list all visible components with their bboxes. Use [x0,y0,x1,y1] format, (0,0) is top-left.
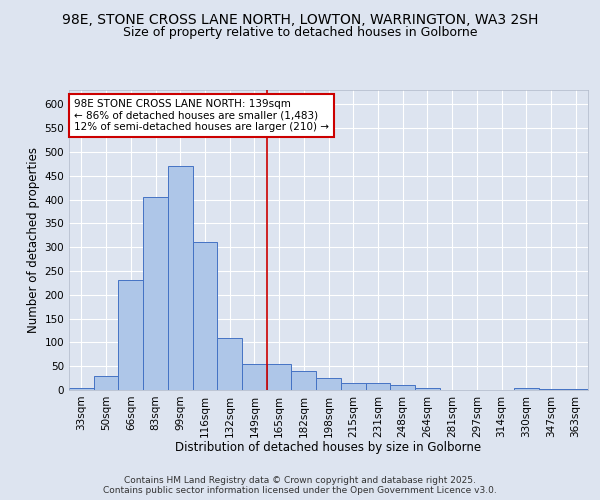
Bar [118,280,143,390]
Bar [539,389,563,390]
Y-axis label: Number of detached properties: Number of detached properties [27,147,40,333]
Bar [390,385,415,390]
Text: Contains HM Land Registry data © Crown copyright and database right 2025.
Contai: Contains HM Land Registry data © Crown c… [103,476,497,495]
Bar [365,383,390,390]
Bar [563,388,588,390]
Bar [143,197,168,390]
Bar [193,242,217,390]
Bar [217,338,242,390]
Bar [69,388,94,390]
Bar [168,166,193,390]
Bar [514,388,539,390]
Bar [341,383,365,390]
X-axis label: Distribution of detached houses by size in Golborne: Distribution of detached houses by size … [175,441,482,454]
Bar [415,388,440,390]
Bar [242,364,267,390]
Bar [292,371,316,390]
Bar [267,364,292,390]
Text: 98E STONE CROSS LANE NORTH: 139sqm
← 86% of detached houses are smaller (1,483)
: 98E STONE CROSS LANE NORTH: 139sqm ← 86%… [74,99,329,132]
Bar [94,376,118,390]
Text: Size of property relative to detached houses in Golborne: Size of property relative to detached ho… [123,26,477,39]
Text: 98E, STONE CROSS LANE NORTH, LOWTON, WARRINGTON, WA3 2SH: 98E, STONE CROSS LANE NORTH, LOWTON, WAR… [62,12,538,26]
Bar [316,378,341,390]
